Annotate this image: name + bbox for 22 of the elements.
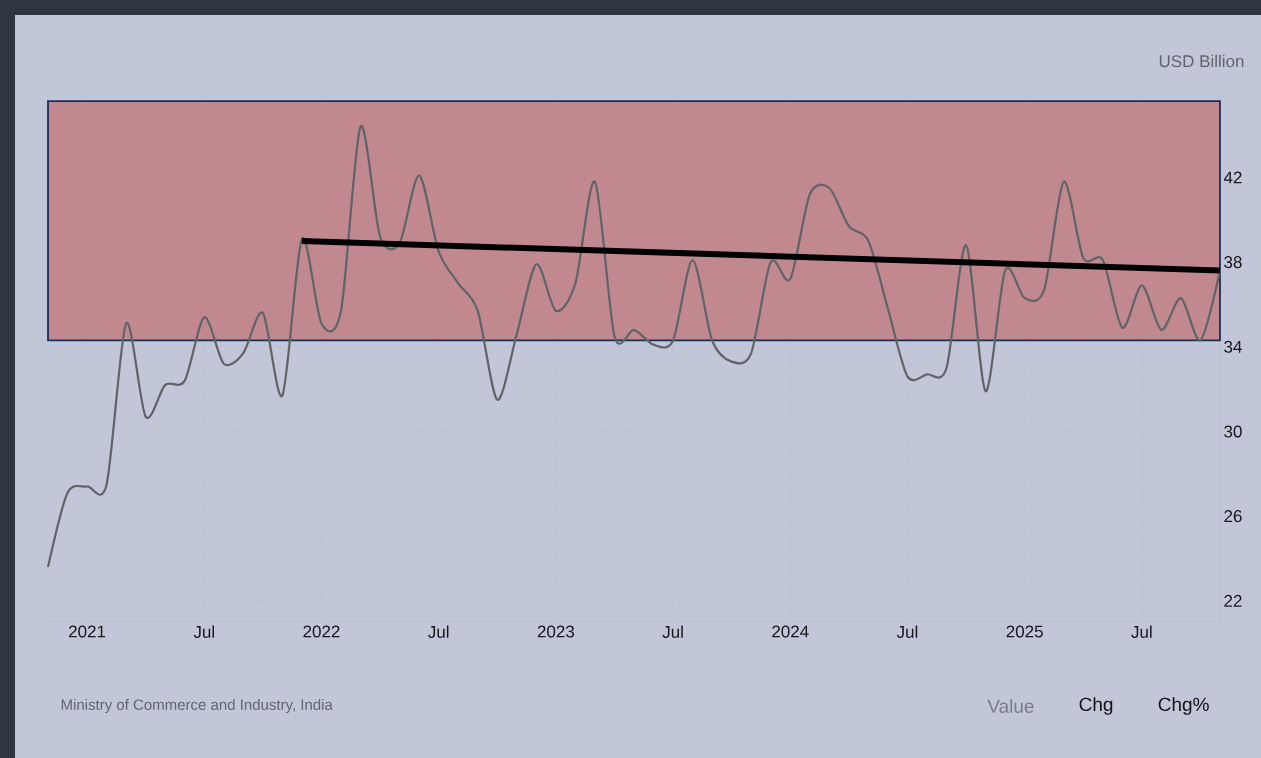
- x-tick-label: 2021: [69, 625, 106, 638]
- x-tick-label: Jul: [193, 625, 214, 638]
- y-axis-title: USD Billion: [1159, 54, 1244, 68]
- x-tick-label: 2022: [303, 625, 340, 638]
- y-tick-label: 34: [1224, 340, 1242, 353]
- x-tick-label: 2023: [537, 625, 575, 638]
- x-tick-label: 2024: [772, 625, 809, 638]
- x-tick-label: Jul: [896, 625, 918, 638]
- text: Chg%: [1158, 697, 1209, 715]
- x-tick-label: Jul: [662, 625, 683, 638]
- text: Value: [987, 699, 1034, 713]
- y-tick-label: 38: [1224, 256, 1242, 269]
- y-tick-label: 42: [1223, 171, 1242, 184]
- y-tick-label: 26: [1224, 510, 1242, 523]
- x-tick-label: Jul: [428, 625, 449, 638]
- text: Chg: [1079, 697, 1113, 715]
- line-series: [46, 125, 1222, 569]
- x-tick-label: Jul: [1131, 625, 1152, 638]
- x-tick-label: 2025: [1006, 625, 1043, 638]
- y-tick-label: 30: [1224, 425, 1242, 438]
- text: Ministry of Commerce and Industry, India: [61, 698, 333, 713]
- y-tick-label: 22: [1224, 594, 1242, 607]
